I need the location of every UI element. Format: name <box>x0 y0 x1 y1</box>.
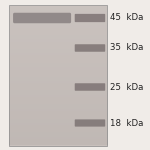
Text: 35  kDa: 35 kDa <box>110 44 143 52</box>
FancyBboxPatch shape <box>75 83 105 91</box>
FancyBboxPatch shape <box>75 14 105 22</box>
FancyBboxPatch shape <box>13 13 71 23</box>
Text: 18  kDa: 18 kDa <box>110 118 143 127</box>
FancyBboxPatch shape <box>9 4 107 146</box>
FancyBboxPatch shape <box>75 119 105 127</box>
Text: 45  kDa: 45 kDa <box>110 14 143 22</box>
FancyBboxPatch shape <box>75 44 105 52</box>
Text: 25  kDa: 25 kDa <box>110 82 143 91</box>
